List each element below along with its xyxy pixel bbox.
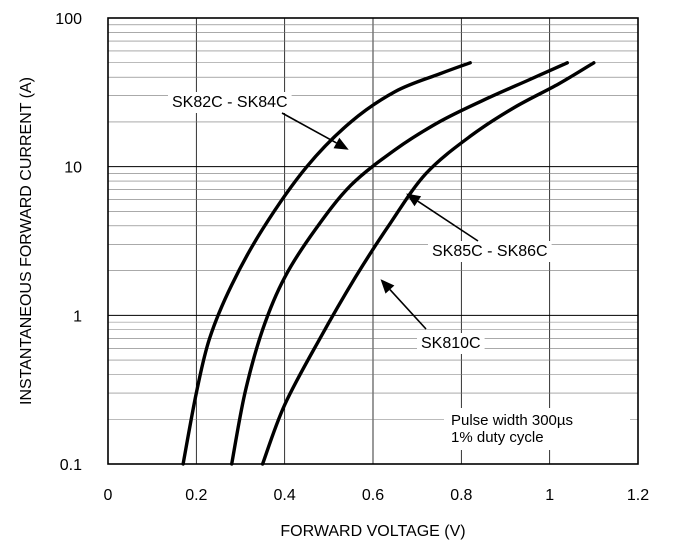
note-background <box>444 408 630 450</box>
curves <box>181 61 596 466</box>
annotation-label-bg <box>168 92 292 113</box>
plot-frame <box>107 17 639 465</box>
y-tick-label: 0.1 <box>60 457 82 474</box>
x-tick-label: 1.2 <box>627 487 649 504</box>
x-tick-label: 0.6 <box>362 487 384 504</box>
x-tick-label: 0 <box>104 487 113 504</box>
x-axis-label: FORWARD VOLTAGE (V) <box>280 523 465 540</box>
series-curve-2 <box>230 61 569 466</box>
annotation-label: SK810C <box>421 335 481 352</box>
annotation-label-bg <box>428 241 552 262</box>
series-curve-1 <box>181 61 472 466</box>
y-tick-labels: 0.1 1 10 100 <box>55 11 82 474</box>
annotation-arrow-line <box>417 200 479 242</box>
annotations: SK82C - SK84C SK85C - SK86C SK810C <box>168 92 552 354</box>
note-line-2: 1% duty cycle <box>451 429 544 446</box>
annotation-label: SK85C - SK86C <box>432 243 548 260</box>
annotation-arrow-head <box>380 279 395 294</box>
y-tick-label: 1 <box>73 308 82 325</box>
annotation-arrow-head <box>333 137 349 150</box>
y-tick-label: 10 <box>64 160 82 177</box>
annotation-arrow-line <box>389 288 427 330</box>
series-curve-3 <box>260 61 596 466</box>
y-tick-label: 100 <box>55 11 82 28</box>
annotation-label: SK82C - SK84C <box>172 94 288 111</box>
x-tick-label: 0.8 <box>450 487 472 504</box>
x-tick-label: 1 <box>545 487 554 504</box>
annotation-arrow-head <box>406 193 422 207</box>
annotation-label-bg <box>417 333 485 354</box>
y-axis-label: INSTANTANEOUS FORWARD CURRENT (A) <box>18 77 35 405</box>
note-line-1: Pulse width 300µs <box>451 412 573 429</box>
x-tick-label: 0.2 <box>185 487 207 504</box>
x-tick-labels: 0 0.2 0.4 0.6 0.8 1 1.2 <box>104 487 650 504</box>
annotation-arrow-line <box>281 112 337 144</box>
x-tick-label: 0.4 <box>274 487 296 504</box>
grid <box>108 18 638 464</box>
